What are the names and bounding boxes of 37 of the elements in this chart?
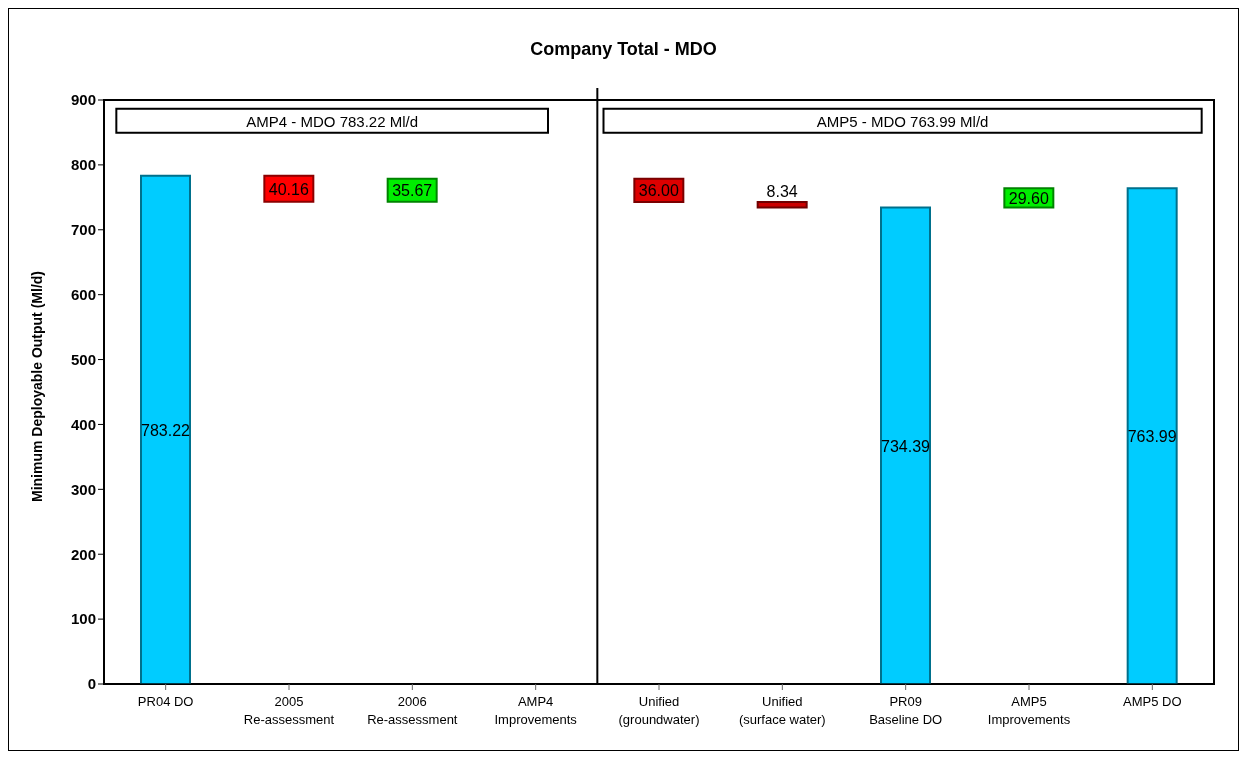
- y-tick-label: 800: [70, 156, 96, 174]
- data-label: 8.34: [766, 183, 798, 201]
- x-tick-label: AMP5 Improvements: [987, 694, 1071, 727]
- data-label: 763.99: [1127, 428, 1177, 446]
- x-tick-label: Unified (groundwater): [618, 694, 700, 727]
- x-tick-label: 2006 Re-assessment: [367, 694, 458, 727]
- x-tick-label: PR04 DO: [137, 694, 194, 709]
- y-tick-label: 500: [70, 350, 96, 368]
- data-label: 40.16: [268, 180, 309, 198]
- data-label: 783.22: [141, 421, 191, 439]
- annotation: AMP5 - MDO 763.99 Ml/d: [816, 112, 989, 130]
- x-tick-label: 2005 Re-assessment: [243, 694, 335, 727]
- y-tick-label: 600: [70, 285, 96, 303]
- y-tick-label: 700: [70, 221, 96, 239]
- data-label: 36.00: [638, 182, 679, 200]
- x-tick-label: AMP5 DO: [1123, 694, 1182, 709]
- x-tick-label: Unified (surface water): [738, 694, 826, 727]
- bar: [880, 206, 931, 684]
- y-tick-label: 200: [70, 545, 96, 563]
- data-label: 29.60: [1008, 189, 1049, 207]
- y-tick-label: 0: [87, 675, 96, 693]
- heading-box: AMP5 - MDO 763.99 Ml/d: [602, 107, 1203, 134]
- bar: [1126, 187, 1178, 684]
- y-axis-title: Minimum Deployable Output (Ml/d): [28, 271, 45, 502]
- bar: [756, 201, 808, 209]
- y-tick-label: 300: [70, 480, 96, 498]
- bar: [140, 174, 191, 684]
- y-tick-label: 400: [70, 415, 96, 433]
- annotation: AMP4 - MDO 783.22 Ml/d: [246, 112, 419, 130]
- data-label: 35.67: [392, 182, 433, 200]
- y-tick-label: 900: [70, 91, 96, 109]
- chart-title: Company Total - MDO: [529, 38, 718, 60]
- x-tick-label: PR09 Baseline DO: [869, 694, 943, 727]
- data-label: 734.39: [881, 437, 931, 455]
- x-tick-label: AMP4 Improvements: [494, 694, 578, 727]
- y-tick-label: 100: [70, 610, 96, 628]
- heading-box: AMP4 - MDO 783.22 Ml/d: [115, 107, 549, 134]
